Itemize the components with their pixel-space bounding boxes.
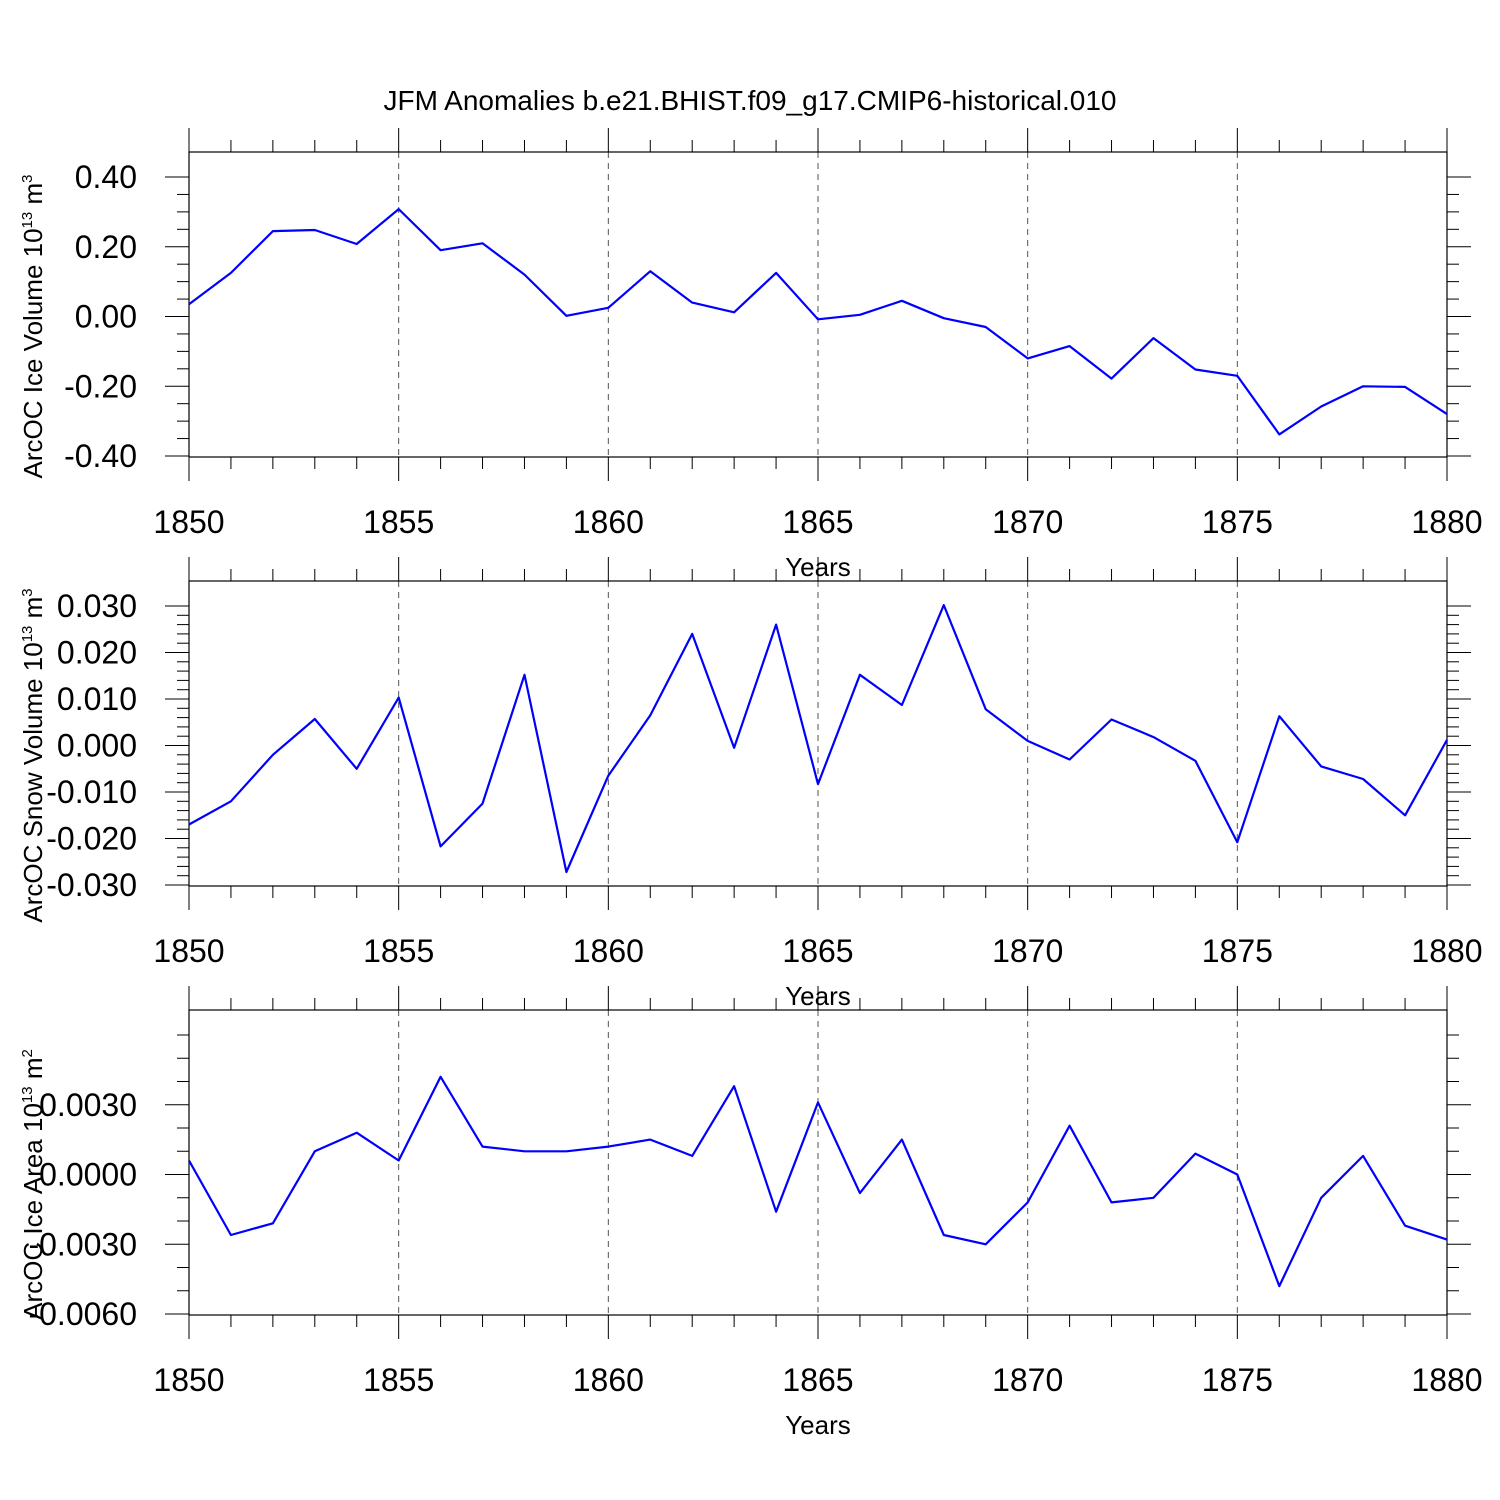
y-axis-label: ArcOC Ice Volume 1013 m3 — [18, 175, 48, 479]
x-tick-label: 1860 — [573, 933, 644, 969]
y-tick-label: -0.40 — [64, 438, 137, 474]
y-tick-label: 0.20 — [75, 229, 137, 265]
x-tick-label: 1865 — [782, 1362, 853, 1398]
x-tick-label: 1860 — [573, 504, 644, 540]
x-tick-label: 1875 — [1202, 1362, 1273, 1398]
x-tick-label: 1870 — [992, 933, 1063, 969]
y-axis-label: ArcOC Ice Area 1013 m2 — [18, 1049, 48, 1320]
y-tick-label: 0.40 — [75, 159, 137, 195]
x-tick-label: 1855 — [363, 504, 434, 540]
y-tick-label: -0.030 — [46, 867, 137, 903]
x-tick-label: 1880 — [1411, 504, 1482, 540]
y-tick-label: 0.0030 — [39, 1087, 137, 1123]
x-tick-label: 1850 — [153, 1362, 224, 1398]
y-tick-label: -0.010 — [46, 774, 137, 810]
y-tick-label: -0.0030 — [28, 1226, 137, 1262]
panel-ice-area: 1850 1855 1860 1865 1870 1875 1880 Years -0.0060… — [18, 986, 1483, 1440]
y-tick-label: 0.010 — [57, 681, 137, 717]
figure-title: JFM Anomalies b.e21.BHIST.f09_g17.CMIP6-… — [383, 85, 1116, 116]
x-tick-label: 1875 — [1202, 504, 1273, 540]
x-tick-label: 1860 — [573, 1362, 644, 1398]
y-tick-label: 0.00 — [75, 299, 137, 335]
y-tick-label: -0.0060 — [28, 1296, 137, 1332]
x-tick-label: 1870 — [992, 1362, 1063, 1398]
series-line-snow-volume — [188, 603, 1448, 874]
series-line-ice-volume — [188, 208, 1448, 436]
y-tick-label: 0.000 — [57, 728, 137, 764]
series-line-ice-area — [188, 1075, 1448, 1288]
panels: 1850 1855 1860 1865 1870 1875 1880 Years -0.40 -0… — [18, 128, 1483, 1440]
x-tick-label: 1865 — [782, 504, 853, 540]
x-tick-label: 1855 — [363, 933, 434, 969]
x-axis-label: Years — [785, 1410, 851, 1440]
y-tick-label: 0.020 — [57, 635, 137, 671]
panel-ice-volume: 1850 1855 1860 1865 1870 1875 1880Years-0.40-0… — [18, 128, 1483, 582]
x-tick-label: 1875 — [1202, 933, 1273, 969]
x-tick-label: 1850 — [153, 504, 224, 540]
x-tick-label: 1870 — [992, 504, 1063, 540]
y-axis-label: ArcOC Snow Volume 1013 m3 — [18, 588, 48, 922]
panel-snow-volume: 1850 1855 1860 1865 1870 1875 1880Years-0.030-… — [18, 557, 1483, 1011]
y-tick-label: 0.030 — [57, 588, 137, 624]
x-tick-label: 1850 — [153, 933, 224, 969]
y-tick-label: -0.020 — [46, 821, 137, 857]
y-tick-label: -0.20 — [64, 368, 137, 404]
x-tick-label: 1865 — [782, 933, 853, 969]
x-tick-label: 1880 — [1411, 933, 1482, 969]
x-tick-label: 1880 — [1411, 1362, 1482, 1398]
x-tick-label: 1855 — [363, 1362, 434, 1398]
y-tick-label: 0.0000 — [39, 1157, 137, 1193]
